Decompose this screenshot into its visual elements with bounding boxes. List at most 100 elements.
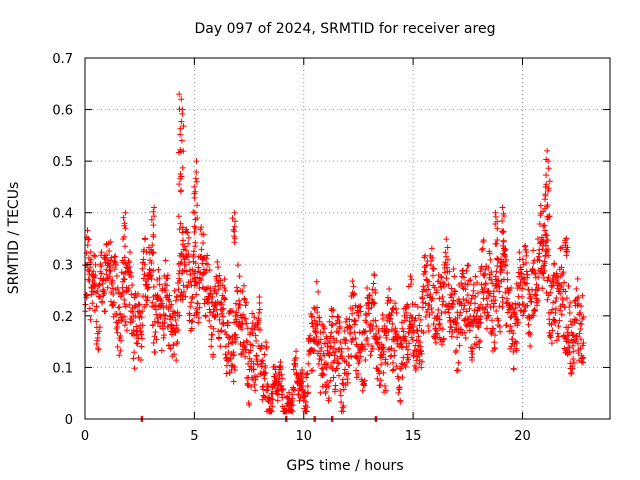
data-point	[540, 223, 547, 230]
data-point	[192, 175, 199, 182]
data-point	[319, 383, 326, 390]
data-point	[192, 305, 199, 312]
data-point	[292, 355, 299, 362]
data-point	[109, 277, 116, 284]
data-point	[440, 279, 447, 286]
data-point	[289, 395, 296, 402]
data-point	[495, 317, 502, 324]
data-point	[473, 334, 480, 341]
data-point	[203, 255, 210, 262]
data-point	[443, 275, 450, 282]
data-point	[252, 376, 259, 383]
data-point	[488, 330, 495, 337]
data-point	[209, 331, 216, 338]
data-point	[442, 259, 449, 266]
data-point	[356, 358, 363, 365]
data-point	[193, 291, 200, 298]
data-point	[102, 308, 109, 315]
data-point	[541, 267, 548, 274]
data-point	[492, 221, 499, 228]
data-point	[206, 295, 213, 302]
data-point	[536, 257, 543, 264]
data-point	[373, 335, 380, 342]
data-point	[251, 314, 258, 321]
data-point	[500, 228, 507, 235]
data-point	[293, 348, 300, 355]
data-point	[327, 377, 334, 384]
data-point	[395, 375, 402, 382]
data-point	[320, 371, 327, 378]
data-point	[356, 304, 363, 311]
data-point	[429, 295, 436, 302]
data-point	[330, 374, 337, 381]
data-point	[194, 309, 201, 316]
data-point	[562, 288, 569, 295]
data-point	[130, 318, 137, 325]
data-point	[343, 358, 350, 365]
data-point	[185, 240, 192, 247]
data-point	[207, 285, 214, 292]
data-point	[573, 317, 580, 324]
data-point	[539, 285, 546, 292]
data-point	[499, 304, 506, 311]
data-point	[486, 250, 493, 257]
data-point	[527, 331, 534, 338]
data-point	[435, 321, 442, 328]
data-point	[417, 316, 424, 323]
data-point	[357, 353, 364, 360]
data-point	[425, 286, 432, 293]
data-point	[454, 334, 461, 341]
data-point	[485, 264, 492, 271]
data-point	[167, 304, 174, 311]
data-point	[204, 261, 211, 268]
data-point	[558, 264, 565, 271]
data-point	[542, 253, 549, 260]
data-point	[203, 267, 210, 274]
data-point	[452, 288, 459, 295]
data-point	[337, 387, 344, 394]
data-point	[510, 330, 517, 337]
data-point	[504, 276, 511, 283]
data-point	[262, 362, 269, 369]
data-point	[519, 285, 526, 292]
data-point	[251, 326, 258, 333]
data-point	[552, 319, 559, 326]
data-point	[149, 242, 156, 249]
data-point	[249, 310, 256, 317]
data-point	[194, 300, 201, 307]
data-point	[307, 332, 314, 339]
data-point	[579, 355, 586, 362]
data-point	[101, 290, 108, 297]
data-point	[369, 326, 376, 333]
data-point	[232, 218, 239, 225]
data-point	[134, 340, 141, 347]
data-point	[466, 277, 473, 284]
data-point	[415, 333, 422, 340]
data-point	[333, 337, 340, 344]
data-point	[172, 316, 179, 323]
data-point	[521, 307, 528, 314]
data-point	[487, 256, 494, 263]
data-point	[149, 299, 156, 306]
data-point	[290, 366, 297, 373]
data-point	[426, 301, 433, 308]
data-point	[216, 272, 223, 279]
data-point	[575, 294, 582, 301]
data-point	[89, 300, 96, 307]
data-point	[87, 248, 94, 255]
data-point	[494, 255, 501, 262]
data-point	[158, 347, 165, 354]
data-point	[531, 291, 538, 298]
data-point	[350, 283, 357, 290]
data-point	[371, 272, 378, 279]
data-point	[160, 304, 167, 311]
data-point	[344, 379, 351, 386]
data-point	[187, 303, 194, 310]
data-point	[542, 183, 549, 190]
data-point	[261, 375, 268, 382]
data-point	[438, 274, 445, 281]
data-point	[162, 287, 169, 294]
data-point	[174, 338, 181, 345]
data-point	[429, 272, 436, 279]
data-point	[543, 172, 550, 179]
